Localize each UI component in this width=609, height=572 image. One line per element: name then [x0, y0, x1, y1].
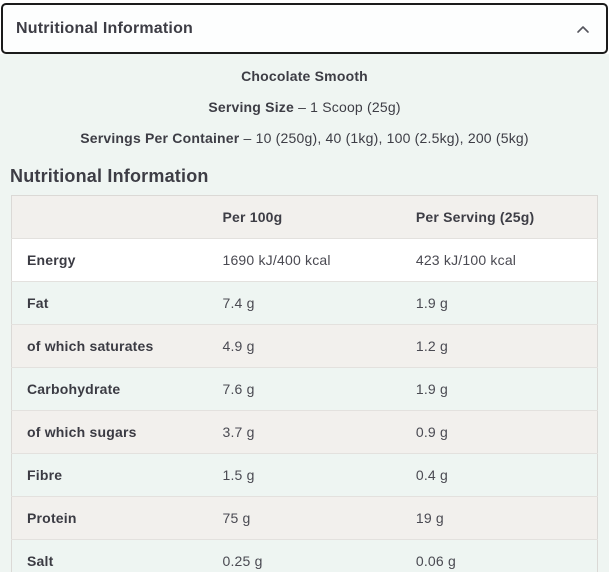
- per-serving-value: 1.2 g: [415, 324, 598, 368]
- serving-size-value: – 1 Scoop (25g): [298, 99, 401, 115]
- per-serving-value: 423 kJ/100 kcal: [415, 238, 598, 282]
- servings-per-container-line: Servings Per Container – 10 (250g), 40 (…: [0, 130, 609, 146]
- nutrient-label: of which saturates: [11, 324, 223, 368]
- nutrition-table-header-row: Per 100g Per Serving (25g): [11, 195, 598, 239]
- column-header-per-serving: Per Serving (25g): [415, 195, 598, 239]
- per-100g-value: 7.6 g: [222, 367, 416, 411]
- column-header-per-100g: Per 100g: [222, 195, 416, 239]
- per-100g-value: 4.9 g: [222, 324, 416, 368]
- per-serving-value: 1.9 g: [415, 367, 598, 411]
- nutrient-label: Salt: [11, 539, 223, 572]
- nutrient-label: of which sugars: [11, 410, 223, 454]
- table-row: of which saturates 4.9 g 1.2 g: [11, 324, 598, 368]
- table-row: Salt 0.25 g 0.06 g: [11, 539, 598, 572]
- per-100g-value: 1.5 g: [222, 453, 416, 497]
- serving-size-line: Serving Size – 1 Scoop (25g): [0, 99, 609, 115]
- nutrition-table-body: Energy 1690 kJ/400 kcal 423 kJ/100 kcal …: [11, 238, 598, 572]
- accordion-title: Nutritional Information: [16, 19, 194, 37]
- table-row: of which sugars 3.7 g 0.9 g: [11, 410, 598, 454]
- nutritional-information-panel: Chocolate Smooth Serving Size – 1 Scoop …: [0, 54, 609, 572]
- nutrient-label: Fibre: [11, 453, 223, 497]
- nutrient-label: Carbohydrate: [11, 367, 223, 411]
- table-row: Fat 7.4 g 1.9 g: [11, 281, 598, 325]
- per-serving-value: 1.9 g: [415, 281, 598, 325]
- per-serving-value: 0.9 g: [415, 410, 598, 454]
- table-row: Fibre 1.5 g 0.4 g: [11, 453, 598, 497]
- nutritional-information-accordion-header[interactable]: Nutritional Information: [1, 3, 608, 54]
- per-100g-value: 0.25 g: [222, 539, 416, 572]
- per-serving-value: 0.06 g: [415, 539, 598, 572]
- per-100g-value: 3.7 g: [222, 410, 416, 454]
- servings-per-container-label: Servings Per Container: [80, 130, 240, 146]
- table-row: Protein 75 g 19 g: [11, 496, 598, 540]
- chevron-up-icon: [577, 25, 589, 33]
- per-serving-value: 19 g: [415, 496, 598, 540]
- servings-per-container-value: – 10 (250g), 40 (1kg), 100 (2.5kg), 200 …: [243, 130, 529, 146]
- per-100g-value: 1690 kJ/400 kcal: [222, 238, 416, 282]
- per-100g-value: 7.4 g: [222, 281, 416, 325]
- per-serving-value: 0.4 g: [415, 453, 598, 497]
- table-row: Energy 1690 kJ/400 kcal 423 kJ/100 kcal: [11, 238, 598, 282]
- flavour-name: Chocolate Smooth: [241, 68, 368, 84]
- serving-size-label: Serving Size: [208, 99, 294, 115]
- column-header-blank: [11, 195, 223, 239]
- nutrition-table-heading: Nutritional Information: [10, 166, 209, 186]
- nutrition-table: Per 100g Per Serving (25g) Energy 1690 k…: [11, 195, 598, 572]
- per-100g-value: 75 g: [222, 496, 416, 540]
- nutrient-label: Fat: [11, 281, 223, 325]
- nutrient-label: Energy: [11, 238, 223, 282]
- table-row: Carbohydrate 7.6 g 1.9 g: [11, 367, 598, 411]
- nutrient-label: Protein: [11, 496, 223, 540]
